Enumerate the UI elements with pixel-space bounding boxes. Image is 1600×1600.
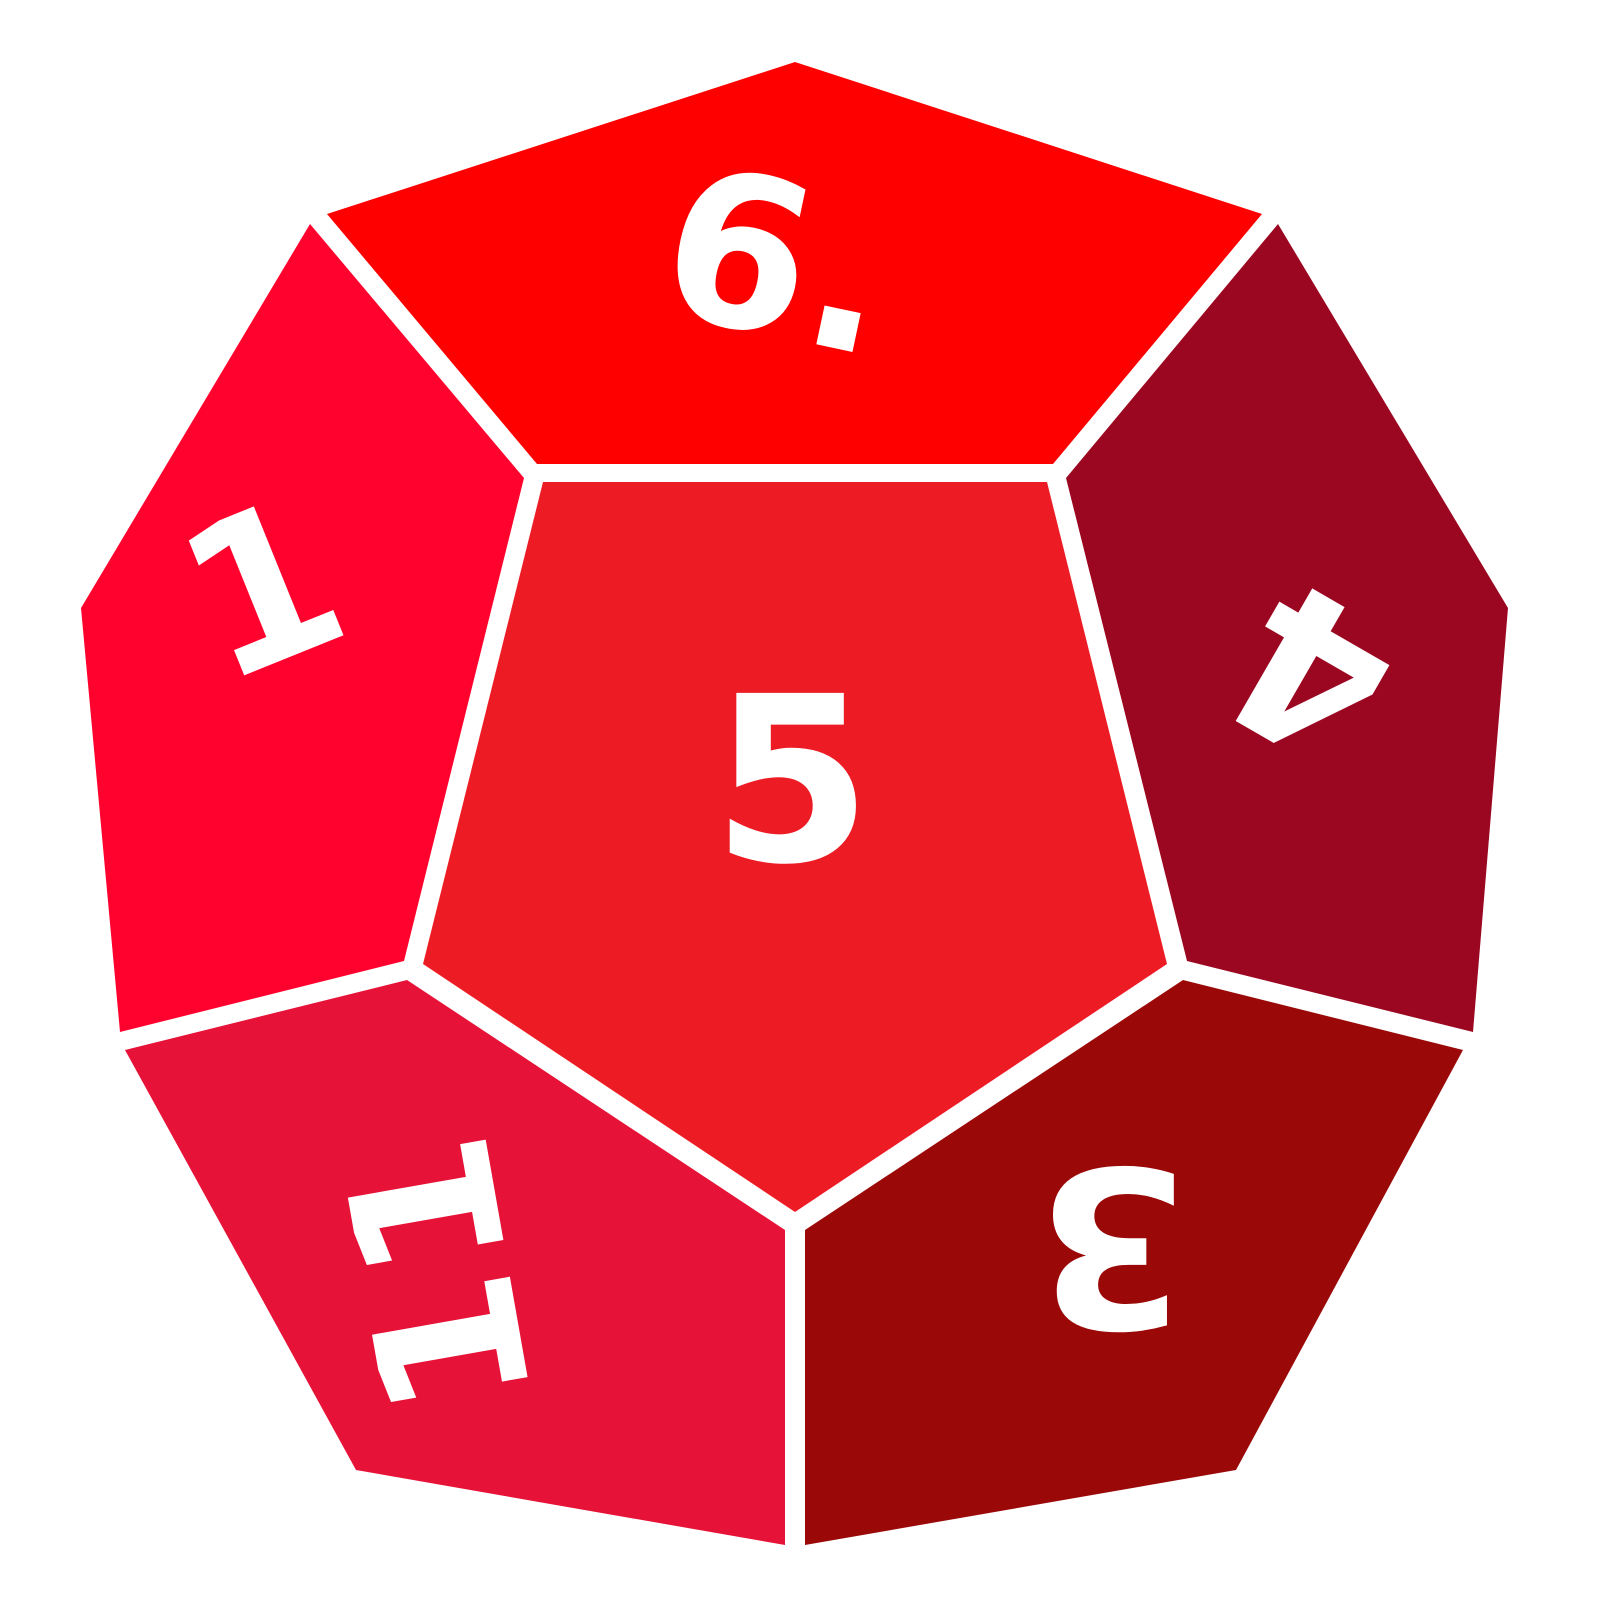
- face-lower-right-shape: [805, 980, 1463, 1545]
- face-upper-left: 1: [81, 224, 524, 1032]
- face-lower-right-number: 3: [1035, 1117, 1188, 1373]
- face-lower-left: 11: [125, 980, 785, 1545]
- face-top-number: 6.: [642, 119, 914, 406]
- face-top-shape: [327, 62, 1262, 464]
- face-center-shape: [423, 482, 1167, 1212]
- face-upper-right-shape: [1066, 224, 1508, 1032]
- face-lower-left-shape: [125, 980, 785, 1545]
- face-upper-left-shape: [81, 224, 524, 1032]
- face-lower-right: 3: [805, 980, 1463, 1545]
- face-center: 5: [423, 482, 1167, 1212]
- face-lower-left-number: 11: [301, 1118, 579, 1433]
- face-upper-right: 4: [1066, 224, 1508, 1032]
- face-top: 6.: [327, 62, 1262, 464]
- face-center-number: 5: [712, 649, 872, 916]
